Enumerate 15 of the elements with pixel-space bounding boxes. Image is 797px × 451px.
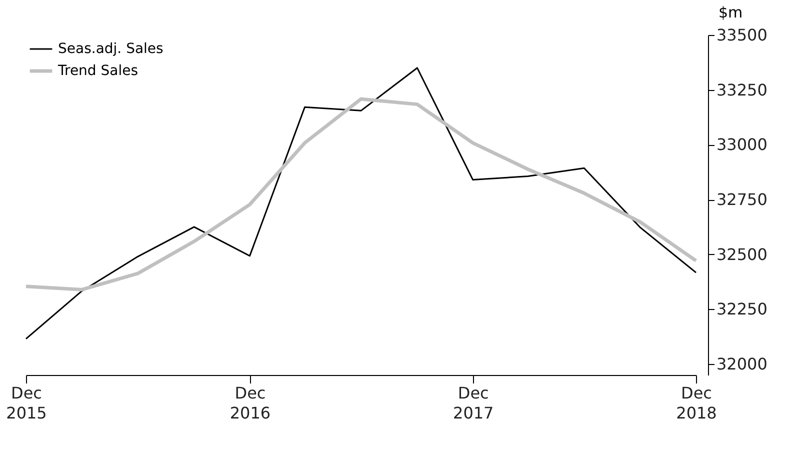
y-tick-label: 32750 [716, 190, 768, 210]
legend-label: Trend Sales [57, 63, 138, 79]
x-tick-label: Dec 2015 [6, 384, 47, 422]
y-tick-label: 32500 [716, 244, 768, 264]
y-tick-label: 32000 [716, 354, 768, 374]
x-tick-label: Dec 2017 [453, 384, 494, 422]
y-tick-label: 32250 [716, 300, 768, 319]
y-tick-label: 33000 [716, 135, 768, 154]
legend-label: Seas.adj. Sales [58, 41, 164, 57]
y-axis-title: $m [718, 4, 743, 22]
line-series [24, 97, 698, 292]
x-tick-label: Dec 2018 [676, 384, 717, 422]
y-tick-label: 33250 [716, 80, 768, 100]
x-tick-label: Dec 2016 [230, 384, 271, 422]
y-tick-label: 33500 [716, 26, 768, 44]
